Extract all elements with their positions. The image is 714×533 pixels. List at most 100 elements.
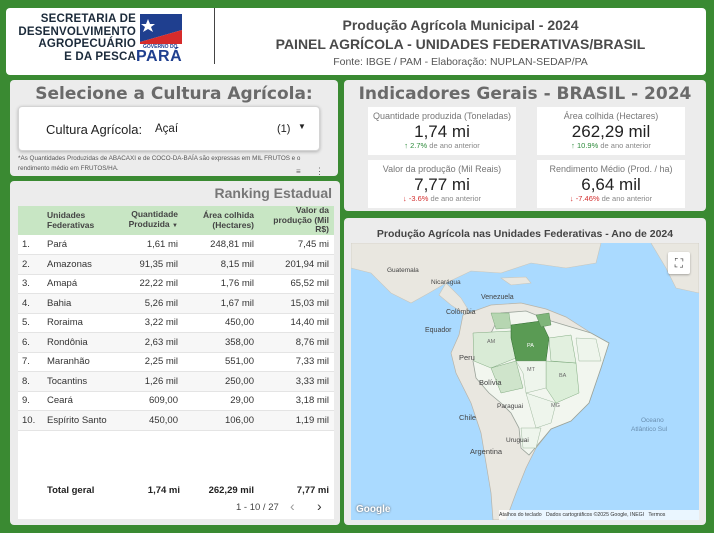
row-uf: Amazonas (43, 254, 121, 275)
map-label-bolivia: Bolívia (479, 378, 502, 387)
kpi-quantity-card: Quantidade produzida (Toneladas) 1,74 mi… (368, 107, 516, 155)
total-value: 7,77 mi (296, 485, 329, 496)
table-row[interactable]: 8. Tocantins 1,26 mil 250,00 3,33 mil (18, 371, 334, 392)
map-label-venezuela: Venezuela (481, 294, 514, 301)
total-label: Total geral (47, 485, 95, 496)
table-row[interactable]: 9. Ceará 609,00 29,00 3,18 mil (18, 391, 334, 411)
kpi-delta-text: de ano anterior (601, 194, 653, 203)
culture-selected-count: (1) (277, 123, 291, 135)
more-options-icon[interactable]: ⋮ (315, 166, 324, 176)
kpi-value: 262,29 mil (571, 122, 651, 141)
kpi-label: Quantidade produzida (Toneladas) (372, 111, 512, 121)
kpi-value: 7,77 mi (414, 175, 470, 194)
row-quantity: 91,35 mil (121, 254, 183, 275)
arrow-down-icon: ↓ (403, 194, 407, 203)
row-value: 3,18 mil (259, 391, 334, 411)
map-label-ocean: Oceano (641, 417, 664, 424)
row-rank: 4. (18, 293, 43, 314)
map-state-am: AM (487, 339, 496, 345)
map-label-equador: Equador (425, 327, 452, 334)
row-quantity: 5,26 mil (121, 293, 183, 314)
prev-page-icon[interactable]: ‹ (290, 498, 295, 514)
kpi-yield-card: Rendimento Médio (Prod. / ha) 6,64 mil ↓… (537, 160, 685, 208)
row-value: 7,33 mil (259, 352, 334, 372)
map-data-attribution: Dados cartográficos ©2025 Google, INEGI (546, 512, 645, 518)
para-flag-logo-icon (140, 14, 182, 44)
selector-heading: Selecione a Cultura Agrícola: (35, 84, 313, 104)
page-title: Produção Agrícola Municipal - 2024 (342, 17, 579, 33)
map-state-mt: MT (527, 367, 535, 373)
row-value: 14,40 mil (259, 313, 334, 333)
ranking-table: Unidades Federativas Quantidade Produzid… (18, 206, 334, 431)
map-label-argentina: Argentina (470, 447, 503, 456)
table-row[interactable]: 4. Bahia 5,26 mil 1,67 mil 15,03 mil (18, 293, 334, 314)
row-value: 65,52 mil (259, 274, 334, 294)
row-value: 15,03 mil (259, 293, 334, 314)
row-uf: Bahia (43, 293, 121, 314)
kpi-value-card: Valor da produção (Mil Reais) 7,77 mi ↓ … (368, 160, 516, 208)
row-uf: Pará (43, 235, 121, 255)
state-am (472, 330, 517, 369)
kpi-delta-text: de ano anterior (429, 141, 480, 150)
kpi-value: 6,64 mil (581, 175, 641, 194)
kpi-delta: 10.9% (577, 141, 599, 150)
row-area: 29,00 (183, 391, 259, 411)
row-area: 450,00 (183, 313, 259, 333)
col-header-quantity[interactable]: Quantidade Produzida ▼ (121, 206, 183, 235)
row-rank: 9. (18, 391, 43, 411)
table-row[interactable]: 5. Roraima 3,22 mil 450,00 14,40 mil (18, 313, 334, 333)
row-quantity: 450,00 (121, 410, 183, 431)
total-area: 262,29 mil (208, 485, 254, 496)
kpi-delta: 2.7% (410, 141, 428, 150)
map-canvas[interactable]: Guatemala Nicarágua Venezuela Colômbia E… (351, 243, 699, 520)
row-area: 358,00 (183, 332, 259, 353)
row-rank: 3. (18, 274, 43, 294)
pagination-info: 1 - 10 / 27 (236, 502, 279, 513)
map-state-mg: MG (551, 403, 560, 409)
kpi-area-card: Área colhida (Hectares) 262,29 mil ↑ 10.… (537, 107, 685, 155)
map-label-nicaragua: Nicarágua (431, 279, 461, 286)
arrow-up-icon: ↑ (404, 141, 408, 150)
map-label-atlantic: Atlântico Sul (631, 426, 668, 433)
table-total-row: Total geral 1,74 mi 262,29 mil 7,77 mi (18, 485, 334, 499)
table-row[interactable]: 2. Amazonas 91,35 mil 8,15 mil 201,94 mil (18, 254, 334, 275)
map-label-uruguai: Uruguai (506, 437, 529, 444)
table-row[interactable]: 6. Rondônia 2,63 mil 358,00 8,76 mil (18, 332, 334, 353)
kpi-label: Área colhida (Hectares) (563, 111, 659, 121)
row-value: 3,33 mil (259, 371, 334, 392)
table-row[interactable]: 10. Espírito Santo 450,00 106,00 1,19 mil (18, 410, 334, 431)
row-rank: 2. (18, 254, 43, 275)
row-quantity: 2,63 mil (121, 332, 183, 353)
google-logo: Google (356, 504, 391, 515)
col-header-area[interactable]: Área colhida (Hectares) (183, 206, 259, 235)
table-row[interactable]: 3. Amapá 22,22 mil 1,76 mil 65,52 mil (18, 274, 334, 294)
filter-icon[interactable]: ≡ (296, 167, 301, 176)
table-row[interactable]: 7. Maranhão 2,25 mil 551,00 7,33 mil (18, 352, 334, 372)
row-quantity: 609,00 (121, 391, 183, 411)
row-area: 8,15 mil (183, 254, 259, 275)
kpi-label: Valor da produção (Mil Reais) (382, 164, 502, 174)
fullscreen-icon[interactable]: ⛶ (668, 252, 690, 274)
terms-link[interactable]: Termos (648, 512, 666, 518)
row-area: 250,00 (183, 371, 259, 392)
row-area: 551,00 (183, 352, 259, 372)
table-row[interactable]: 1. Pará 1,61 mi 248,81 mil 7,45 mi (18, 235, 334, 255)
data-source: Fonte: IBGE / PAM - Elaboração: NUPLAN-S… (333, 56, 588, 68)
row-quantity: 2,25 mil (121, 352, 183, 372)
kpi-label: Rendimento Médio (Prod. / ha) (549, 164, 673, 174)
row-area: 248,81 mil (183, 235, 259, 255)
page-subtitle: PAINEL AGRÍCOLA - UNIDADES FEDERATIVAS/B… (275, 36, 646, 52)
next-page-icon[interactable]: › (317, 498, 322, 514)
arrow-down-icon: ↓ (569, 194, 574, 203)
col-header-uf[interactable]: Unidades Federativas (43, 206, 121, 235)
units-footnote: *As Quantidades Produzidas de ABACAXI e … (18, 155, 301, 172)
keyboard-shortcuts-link[interactable]: Atalhos do teclado (499, 512, 542, 518)
row-area: 1,67 mil (183, 293, 259, 314)
culture-dropdown[interactable]: Cultura Agrícola: Açaí (1) ▼ (18, 106, 320, 151)
logo-small-text: GOVERNO DO (143, 44, 178, 50)
culture-dropdown-label: Cultura Agrícola: (46, 122, 143, 137)
culture-dropdown-value: Açaí (155, 123, 179, 135)
col-header-value[interactable]: Valor da produção (Mil R$) (259, 206, 334, 235)
row-rank: 6. (18, 332, 43, 353)
row-area: 106,00 (183, 410, 259, 431)
